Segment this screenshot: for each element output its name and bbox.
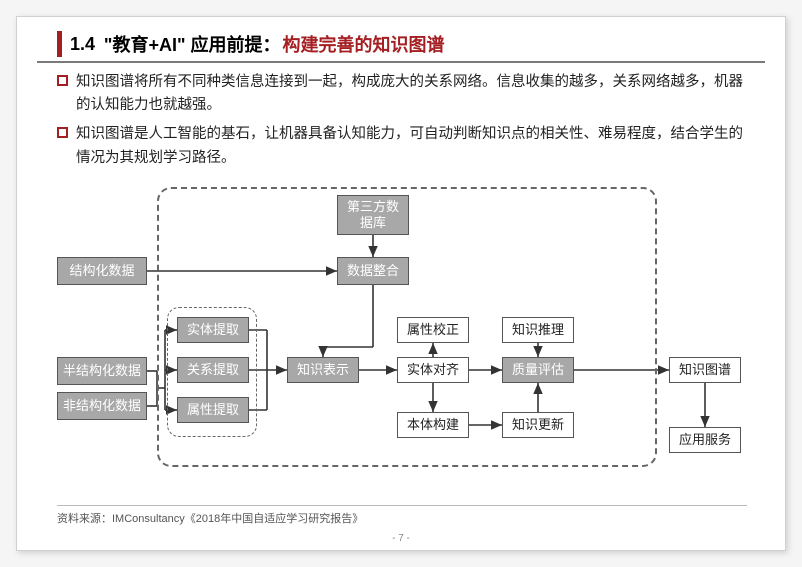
- node-relation: 关系提取: [177, 357, 249, 383]
- node-graph: 知识图谱: [669, 357, 741, 383]
- bullet-list: 知识图谱将所有不同种类信息连接到一起，构成庞大的关系网络。信息收集的越多，关系网…: [17, 71, 785, 170]
- node-service: 应用服务: [669, 427, 741, 453]
- node-semi: 半结构化数据: [57, 357, 147, 385]
- node-attr: 属性提取: [177, 397, 249, 423]
- node-represent: 知识表示: [287, 357, 359, 383]
- node-quality: 质量评估: [502, 357, 574, 383]
- bullet-item: 知识图谱将所有不同种类信息连接到一起，构成庞大的关系网络。信息收集的越多，关系网…: [57, 71, 745, 117]
- node-structured: 结构化数据: [57, 257, 147, 285]
- page-number: - 7 -: [17, 533, 785, 544]
- bullet-marker-icon: [57, 75, 68, 86]
- bullet-text: 知识图谱将所有不同种类信息连接到一起，构成庞大的关系网络。信息收集的越多，关系网…: [76, 71, 745, 117]
- title-accent-bar: [57, 31, 62, 57]
- bullet-item: 知识图谱是人工智能的基石，让机器具备认知能力，可自动判断知识点的相关性、难易程度…: [57, 123, 745, 169]
- node-unstruct: 非结构化数据: [57, 392, 147, 420]
- title-number: 1.4: [70, 34, 95, 55]
- node-attrfix: 属性校正: [397, 317, 469, 343]
- flowchart: 第三方数 据库结构化数据 数据整合半结构化数据非结构化数据 实体提取关系提取属性提取…: [57, 187, 757, 487]
- node-thirdparty: 第三方数 据库: [337, 195, 409, 235]
- title-sub: 构建完善的知识图谱: [283, 31, 445, 57]
- bullet-text: 知识图谱是人工智能的基石，让机器具备认知能力，可自动判断知识点的相关性、难易程度…: [76, 123, 745, 169]
- node-update: 知识更新: [502, 412, 574, 438]
- bullet-marker-icon: [57, 127, 68, 138]
- slide: 1.4 "教育+AI" 应用前提： 构建完善的知识图谱 知识图谱将所有不同种类信…: [16, 16, 786, 551]
- node-onto: 本体构建: [397, 412, 469, 438]
- node-entity: 实体提取: [177, 317, 249, 343]
- source-citation: 资料来源：IMConsultancy《2018年中国自适应学习研究报告》: [57, 505, 747, 526]
- title-row: 1.4 "教育+AI" 应用前提： 构建完善的知识图谱: [37, 17, 765, 63]
- title-main: "教育+AI" 应用前提：: [104, 31, 281, 57]
- node-align: 实体对齐: [397, 357, 469, 383]
- node-reason: 知识推理: [502, 317, 574, 343]
- node-integrate: 数据整合: [337, 257, 409, 285]
